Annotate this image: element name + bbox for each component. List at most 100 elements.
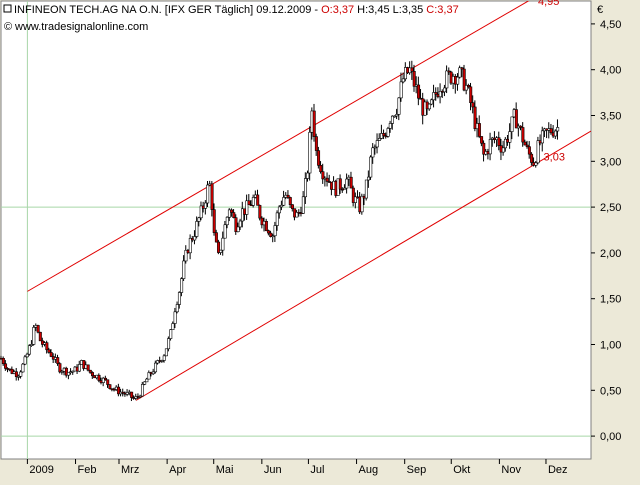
- candle: [117, 383, 121, 397]
- upper-channel-line: [27, 1, 530, 292]
- candle-body: [82, 360, 86, 369]
- candle-body: [162, 355, 166, 361]
- candle-body: [14, 371, 18, 377]
- candle: [290, 204, 294, 212]
- candle-body: [130, 391, 134, 398]
- candle: [306, 170, 310, 182]
- candle-body: [460, 67, 464, 70]
- candle: [410, 60, 414, 80]
- candle-body: [397, 97, 401, 115]
- candle-body: [536, 140, 540, 164]
- candle: [480, 136, 484, 147]
- candle-body: [540, 130, 544, 144]
- candle: [164, 348, 168, 357]
- candle: [258, 204, 262, 221]
- candle: [488, 132, 492, 161]
- header-symbol: INFINEON TECH.AG NA O.N. [IFX GER Täglic…: [14, 4, 321, 16]
- candle: [193, 230, 197, 245]
- candle-body: [477, 123, 481, 137]
- candle-body: [501, 147, 505, 153]
- candle-body: [269, 232, 273, 237]
- x-tick-label: Jun: [264, 464, 282, 476]
- candle-body: [264, 220, 268, 231]
- lower-channel-value-label: 3,03: [544, 152, 565, 164]
- x-tick-label: Dez: [548, 464, 568, 476]
- candle: [27, 344, 31, 356]
- candle: [175, 301, 179, 314]
- candle: [180, 277, 184, 297]
- candle-body: [147, 372, 151, 380]
- candle-body: [1, 358, 5, 365]
- candle-body: [247, 200, 251, 205]
- candle: [375, 133, 379, 154]
- candle: [219, 249, 223, 255]
- candle: [47, 347, 51, 354]
- candle: [221, 231, 225, 256]
- candle-body: [488, 139, 492, 155]
- candle-body: [227, 209, 231, 218]
- candle-body: [214, 232, 218, 243]
- candle: [438, 83, 442, 104]
- candle-body: [151, 371, 155, 375]
- candle: [171, 321, 175, 330]
- candle: [140, 381, 144, 397]
- candle: [540, 126, 544, 152]
- candle-body: [221, 237, 225, 251]
- candle-body: [469, 86, 473, 104]
- candle-body: [140, 384, 144, 397]
- candle: [458, 65, 462, 79]
- candle-body: [464, 85, 468, 91]
- candle: [445, 65, 449, 94]
- candle-body: [382, 133, 386, 137]
- y-tick-label: 3,00: [600, 156, 621, 168]
- candle-body: [86, 364, 90, 371]
- candle: [143, 381, 147, 386]
- candle-body: [340, 188, 344, 191]
- candle-body: [306, 172, 310, 179]
- candle: [521, 122, 525, 147]
- candle: [510, 116, 514, 140]
- candle-body: [23, 356, 27, 365]
- candle: [427, 103, 431, 111]
- y-axis: 0,00 0,50 1,00 1,50 2,00 2,50 3,00 3,50 4,00 4,50: [591, 19, 621, 443]
- candle: [104, 375, 108, 381]
- candle: [345, 173, 349, 194]
- candle: [67, 371, 71, 380]
- candle-body: [412, 70, 416, 87]
- candle-body: [199, 205, 203, 219]
- candle-body: [467, 85, 471, 88]
- y-tick-label: 0,00: [600, 431, 621, 443]
- candle: [4, 360, 8, 371]
- candle: [325, 172, 329, 187]
- candle: [173, 307, 177, 329]
- candle-body: [56, 357, 60, 364]
- candle: [434, 87, 438, 101]
- candle: [417, 76, 421, 106]
- candle-body: [430, 99, 434, 105]
- candle-body: [273, 225, 277, 237]
- candle-body: [556, 127, 560, 132]
- candle: [145, 377, 149, 383]
- candle-body: [71, 370, 75, 373]
- candle: [397, 97, 401, 121]
- y-tick-label: 2,00: [600, 248, 621, 260]
- candle-body: [182, 260, 186, 279]
- x-tick-label: Nov: [501, 464, 521, 476]
- y-tick-label: 4,00: [600, 65, 621, 77]
- candle-body: [108, 384, 112, 389]
- candle-body: [258, 205, 262, 219]
- candle-body: [482, 142, 486, 155]
- candle-body: [521, 127, 525, 143]
- candle-body: [145, 378, 149, 383]
- candle: [238, 218, 242, 231]
- candle: [382, 129, 386, 140]
- candle: [469, 82, 473, 111]
- x-tick-label: Sep: [407, 464, 427, 476]
- candle: [269, 230, 273, 238]
- candle: [288, 196, 292, 208]
- candle: [121, 388, 125, 397]
- candle: [549, 123, 553, 135]
- candle: [214, 229, 218, 243]
- candle-body: [219, 249, 223, 253]
- candle: [519, 125, 523, 131]
